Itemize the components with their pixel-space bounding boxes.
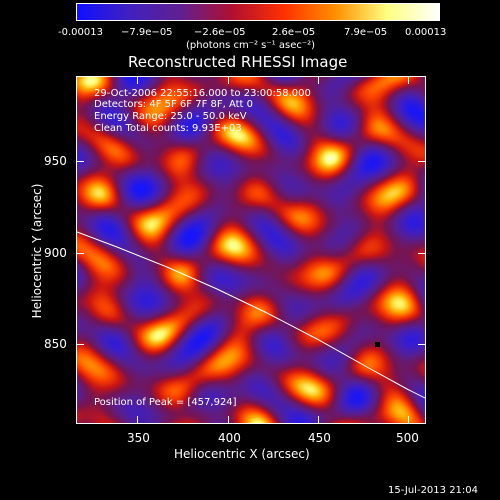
x-tick-mark xyxy=(408,76,409,84)
timestamp: 15-Jul-2013 21:04 xyxy=(388,485,479,496)
y-tick-label: 850 xyxy=(44,337,67,351)
colorbar-tick-label: 2.6e−05 xyxy=(272,27,316,38)
x-tick-mark xyxy=(228,416,229,424)
colorbar-tick-label: −2.6e−05 xyxy=(194,27,246,38)
x-tick-mark xyxy=(318,76,319,84)
y-axis-label: Heliocentric Y (arcsec) xyxy=(30,183,44,319)
peak-position-text: Position of Peak = [457,924] xyxy=(94,397,237,408)
colorbar-units: (photons cm⁻² s⁻¹ asec⁻²) xyxy=(186,40,316,51)
x-tick-label: 400 xyxy=(218,431,241,445)
x-tick-label: 350 xyxy=(127,431,150,445)
x-tick-mark xyxy=(137,416,138,424)
image-plot-area xyxy=(76,76,426,424)
y-tick-mark xyxy=(418,344,426,345)
y-tick-mark xyxy=(418,161,426,162)
x-tick-mark xyxy=(318,416,319,424)
info-line-time: 29-Oct-2006 22:55:16.000 to 23:00:58.000 xyxy=(94,88,311,99)
info-line-detectors: Detectors: 4F 5F 6F 7F 8F, Att 0 xyxy=(94,99,254,110)
x-tick-mark xyxy=(228,76,229,84)
info-line-energy: Energy Range: 25.0 - 50.0 keV xyxy=(94,111,247,122)
y-tick-mark xyxy=(418,253,426,254)
x-axis-label: Heliocentric X (arcsec) xyxy=(174,447,310,461)
x-tick-label: 450 xyxy=(308,431,331,445)
limb-overlay xyxy=(77,231,425,399)
colorbar-tick-label: -0.00013 xyxy=(58,27,103,38)
x-tick-label: 500 xyxy=(396,431,419,445)
solar-limb-line xyxy=(77,231,425,399)
colorbar xyxy=(76,3,440,21)
info-line-counts: Clean Total counts: 9.93E+03 xyxy=(94,123,242,134)
peak-marker xyxy=(375,342,380,347)
plot-title: Reconstructed RHESSI Image xyxy=(128,53,348,71)
y-tick-mark xyxy=(76,253,84,254)
heatmap-image xyxy=(77,77,425,423)
colorbar-tick-label: −7.9e−05 xyxy=(121,27,173,38)
x-tick-mark xyxy=(137,76,138,84)
y-tick-label: 900 xyxy=(44,246,67,260)
y-tick-mark xyxy=(76,344,84,345)
colorbar-tick-label: 7.9e−05 xyxy=(344,27,388,38)
y-tick-label: 950 xyxy=(44,154,67,168)
y-tick-mark xyxy=(76,161,84,162)
x-tick-mark xyxy=(408,416,409,424)
colorbar-tick-label: 0.00013 xyxy=(405,27,447,38)
